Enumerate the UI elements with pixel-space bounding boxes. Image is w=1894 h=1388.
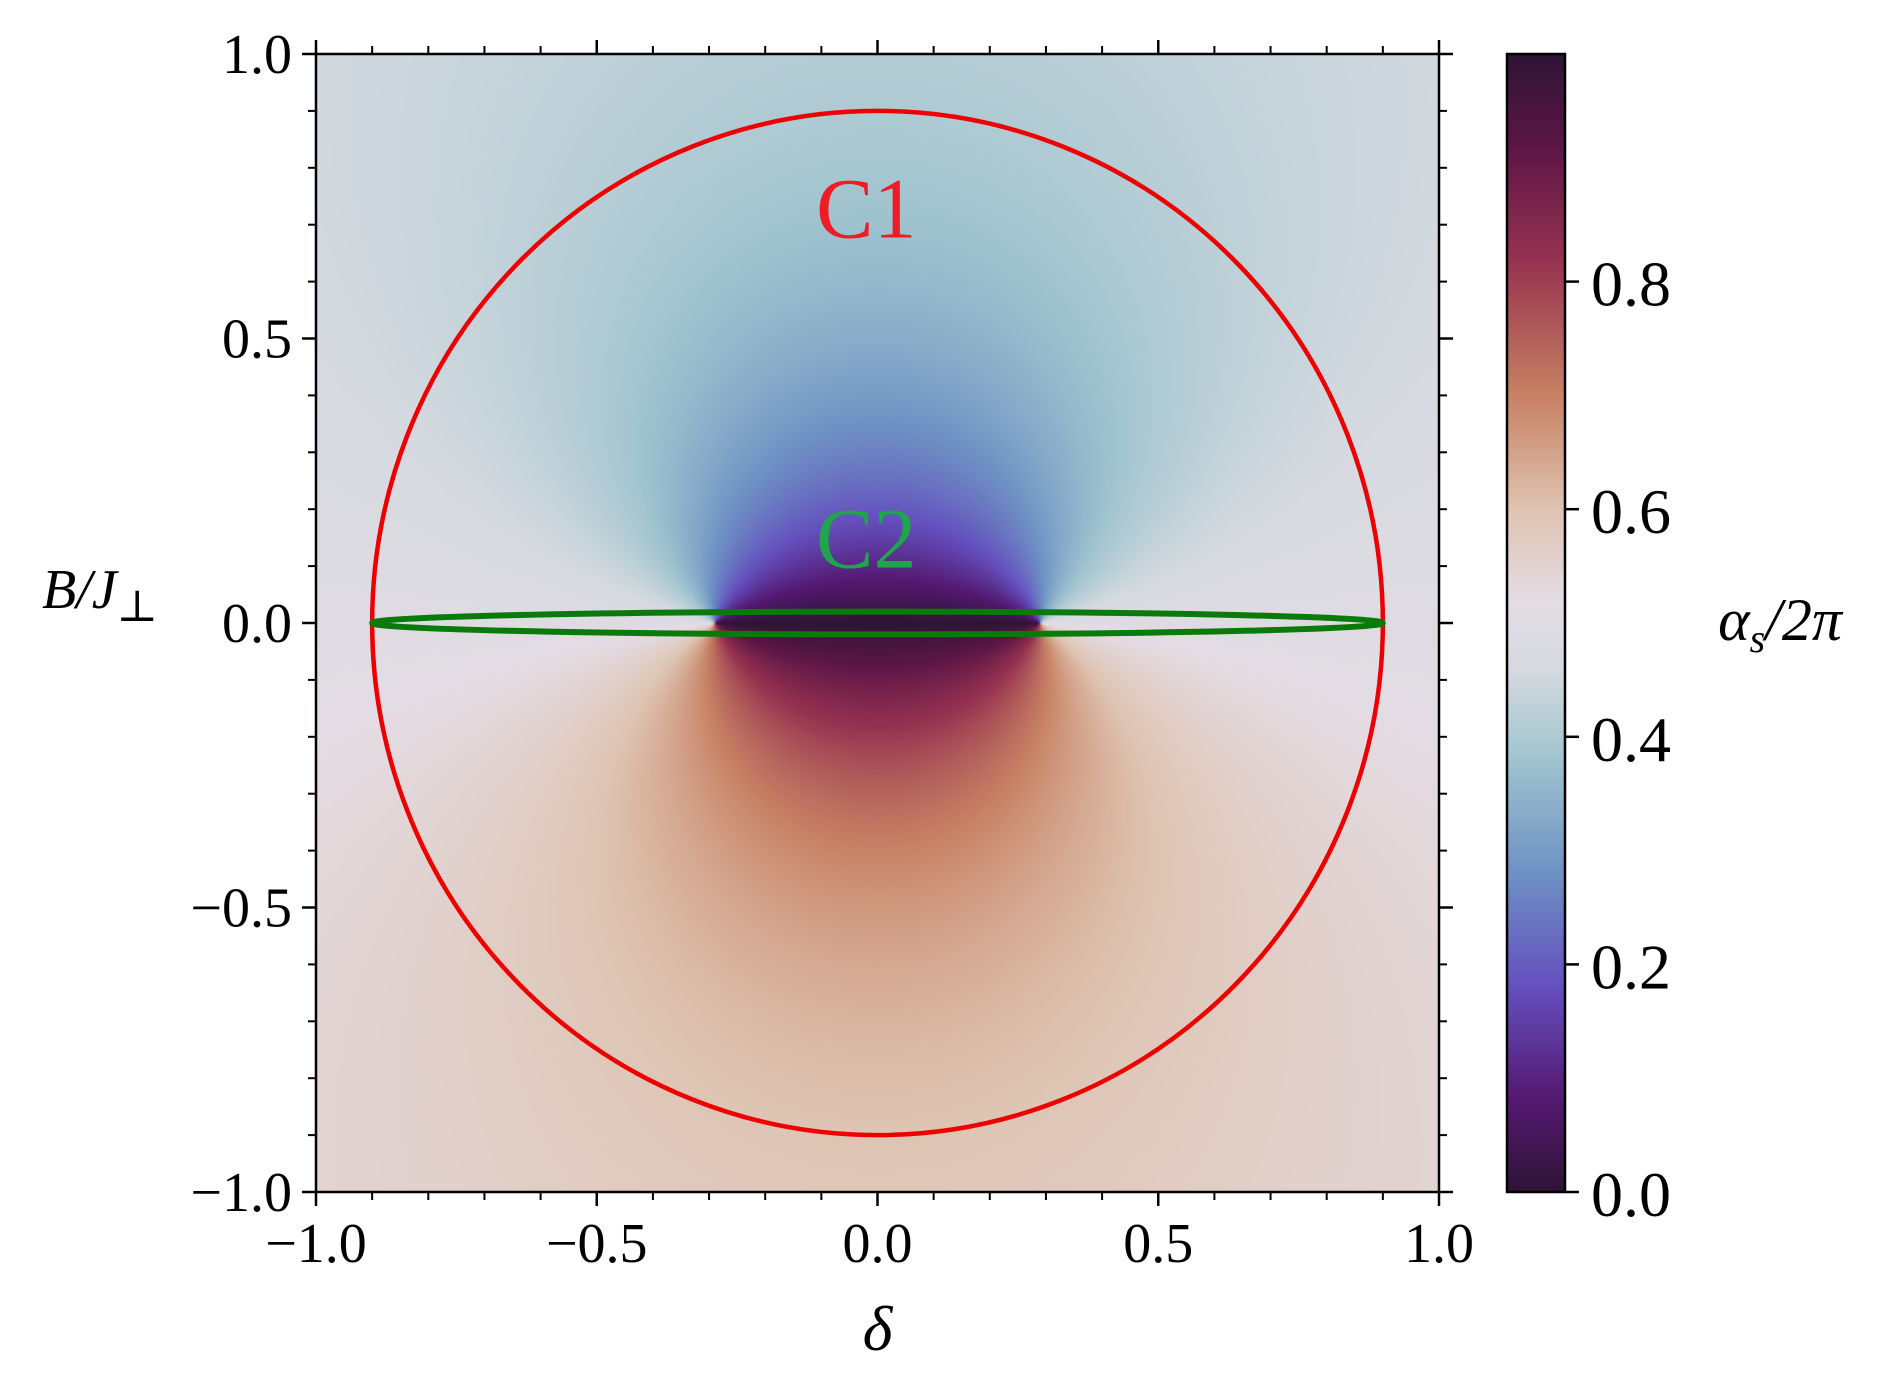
- x-tick-label: −0.5: [546, 1213, 648, 1275]
- y-tick-label: 1.0: [222, 24, 292, 86]
- x-tick-label: 0.0: [843, 1213, 913, 1275]
- colorbar-label: αs/2π: [1718, 587, 1844, 661]
- x-axis-label: δ: [863, 1293, 894, 1364]
- x-tick-label: 0.5: [1123, 1213, 1193, 1275]
- curve-c2: [369, 608, 1386, 638]
- x-tick-label: 1.0: [1404, 1213, 1474, 1275]
- colorbar-tick-label: 0.8: [1591, 249, 1671, 320]
- y-tick-label: 0.0: [222, 593, 292, 655]
- y-tick-label: −0.5: [190, 878, 292, 940]
- colorbar-tick-label: 0.4: [1591, 704, 1671, 775]
- curve-c1: [369, 108, 1386, 1138]
- x-tick-label: −1.0: [265, 1213, 367, 1275]
- ticks-layer: −1.0 −0.5 0.0 0.5 1.0 −1.0 −0.5 0.0 0.5 1.0 0.0 0.2…: [190, 24, 1671, 1275]
- annotation-c2: C2: [816, 491, 916, 587]
- heatmap-field: [316, 54, 1439, 1192]
- y-tick-label: −1.0: [190, 1162, 292, 1224]
- y-axis-label: B/J⊥: [42, 559, 158, 631]
- colorbar-frame: [1505, 52, 1567, 1194]
- annotation-c1: C1: [816, 161, 916, 257]
- colorbar-tick-label: 0.2: [1591, 931, 1671, 1002]
- colorbar-tick-label: 0.0: [1591, 1159, 1671, 1230]
- colorbar-gradient: [1507, 54, 1565, 1192]
- curves-layer: [369, 108, 1386, 1138]
- y-tick-label: 0.5: [222, 309, 292, 371]
- annotations-layer: C1 C2: [816, 161, 916, 587]
- colorbar-tick-label: 0.6: [1591, 476, 1671, 547]
